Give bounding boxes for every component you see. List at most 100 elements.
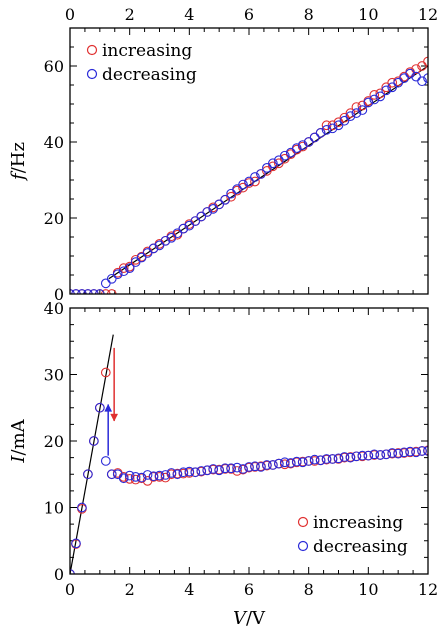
top-x-tick-label: 0 xyxy=(65,5,75,24)
bottom-point-decreasing xyxy=(423,446,428,456)
top-point-increasing xyxy=(327,120,338,131)
bottom-point-decreasing xyxy=(100,456,111,466)
top-point-decreasing xyxy=(154,240,165,251)
top-y-tick-label: 40 xyxy=(44,133,64,152)
top-point-decreasing xyxy=(172,228,183,239)
bottom-point-decreasing xyxy=(196,466,207,476)
top-point-decreasing xyxy=(178,223,189,234)
top-point-decreasing xyxy=(238,179,248,190)
bottom-point-decreasing xyxy=(244,462,254,472)
bottom-point-decreasing xyxy=(345,452,356,463)
top-x-tick-label: 4 xyxy=(184,5,194,24)
bottom-point-decreasing xyxy=(226,463,236,474)
bottom-point-decreasing xyxy=(214,465,225,476)
bottom-point-decreasing xyxy=(250,461,260,472)
bottom-x-tick-label: 8 xyxy=(304,580,314,599)
bottom-point-decreasing xyxy=(363,450,374,461)
top-point-decreasing xyxy=(387,82,398,93)
bottom-point-decreasing xyxy=(190,467,201,478)
top-point-decreasing xyxy=(339,115,350,126)
top-legend-marker-increasing xyxy=(86,44,98,56)
bottom-point-decreasing xyxy=(94,402,105,413)
top-point-decreasing xyxy=(375,91,386,102)
top-point-decreasing xyxy=(89,289,99,294)
bottom-point-decreasing xyxy=(327,454,338,464)
bottom-point-decreasing xyxy=(279,457,290,468)
top-point-decreasing xyxy=(351,108,362,118)
bottom-point-decreasing xyxy=(381,449,392,460)
bottom-point-decreasing xyxy=(375,450,386,460)
bottom-x-tick-label: 10 xyxy=(358,580,378,599)
top-point-decreasing xyxy=(327,123,338,134)
top-point-decreasing xyxy=(250,172,260,182)
top-point-increasing xyxy=(250,176,260,187)
top-x-tick-label: 8 xyxy=(304,5,314,24)
top-point-increasing xyxy=(321,120,332,131)
bottom-x-tick-label: 12 xyxy=(418,580,438,599)
bottom-point-decreasing xyxy=(411,447,421,458)
bottom-x-tick-label: 4 xyxy=(184,580,194,599)
bottom-point-decreasing xyxy=(405,446,415,457)
top-point-increasing xyxy=(130,254,141,265)
top-x-tick-label: 12 xyxy=(418,5,438,24)
top-point-increasing xyxy=(369,90,380,100)
top-point-increasing xyxy=(106,289,117,294)
top-point-decreasing xyxy=(94,289,105,294)
top-point-decreasing xyxy=(393,77,404,88)
top-point-decreasing xyxy=(208,204,219,214)
top-point-decreasing xyxy=(256,169,266,179)
bottom-point-decreasing xyxy=(89,436,99,446)
bottom-point-decreasing xyxy=(184,466,195,477)
bottom-axes-frame xyxy=(69,307,429,575)
bottom-point-increasing xyxy=(160,472,171,483)
top-point-decreasing xyxy=(232,184,242,194)
top-point-increasing xyxy=(411,64,421,74)
top-point-decreasing xyxy=(148,243,159,254)
top-point-decreasing xyxy=(166,232,177,243)
top-y-tick-label: 20 xyxy=(44,209,64,228)
top-point-decreasing xyxy=(321,124,332,135)
top-data xyxy=(70,56,428,294)
bottom-point-decreasing xyxy=(273,458,284,469)
bottom-point-decreasing xyxy=(321,454,332,464)
top-point-decreasing xyxy=(100,278,111,289)
top-point-increasing xyxy=(262,166,272,176)
top-point-decreasing xyxy=(279,150,290,161)
bottom-y-axis-symbol: I xyxy=(8,455,29,464)
bottom-point-decreasing xyxy=(351,451,362,462)
bottom-legend-label-increasing: increasing xyxy=(313,513,403,533)
top-point-decreasing xyxy=(190,216,201,226)
bottom-point-decreasing xyxy=(178,467,189,478)
top-point-decreasing xyxy=(83,289,93,294)
top-point-decreasing xyxy=(369,94,380,105)
bottom-point-decreasing xyxy=(130,472,141,482)
bottom-x-tick-label: 2 xyxy=(125,580,135,599)
top-point-increasing xyxy=(238,182,248,193)
bottom-point-decreasing xyxy=(339,452,350,462)
top-point-decreasing xyxy=(297,140,308,150)
top-x-tick-label: 10 xyxy=(358,5,378,24)
bottom-point-increasing xyxy=(232,466,242,476)
bottom-x-axis-unit: /V xyxy=(246,608,266,629)
top-point-decreasing xyxy=(423,73,428,84)
top-point-decreasing xyxy=(303,137,314,147)
top-point-decreasing xyxy=(309,132,320,143)
top-point-increasing xyxy=(100,289,111,294)
bottom-point-decreasing xyxy=(315,455,326,466)
bottom-point-decreasing xyxy=(172,469,183,480)
top-point-increasing xyxy=(351,102,362,112)
bottom-y-axis-unit: /mA xyxy=(8,418,29,455)
bottom-y-tick-label: 30 xyxy=(44,366,64,385)
top-point-increasing xyxy=(226,191,236,202)
bottom-point-decreasing xyxy=(417,446,427,456)
top-axes-frame xyxy=(69,27,429,295)
top-point-increasing xyxy=(345,108,356,118)
bottom-data xyxy=(70,334,428,574)
bottom-point-decreasing xyxy=(166,468,177,478)
bottom-point-decreasing xyxy=(291,456,302,467)
top-point-decreasing xyxy=(112,269,123,280)
top-point-decreasing xyxy=(291,143,302,153)
bottom-y-tick-label: 10 xyxy=(44,499,64,518)
top-point-decreasing xyxy=(399,73,409,84)
bottom-x-axis-label: V/V xyxy=(233,608,266,629)
